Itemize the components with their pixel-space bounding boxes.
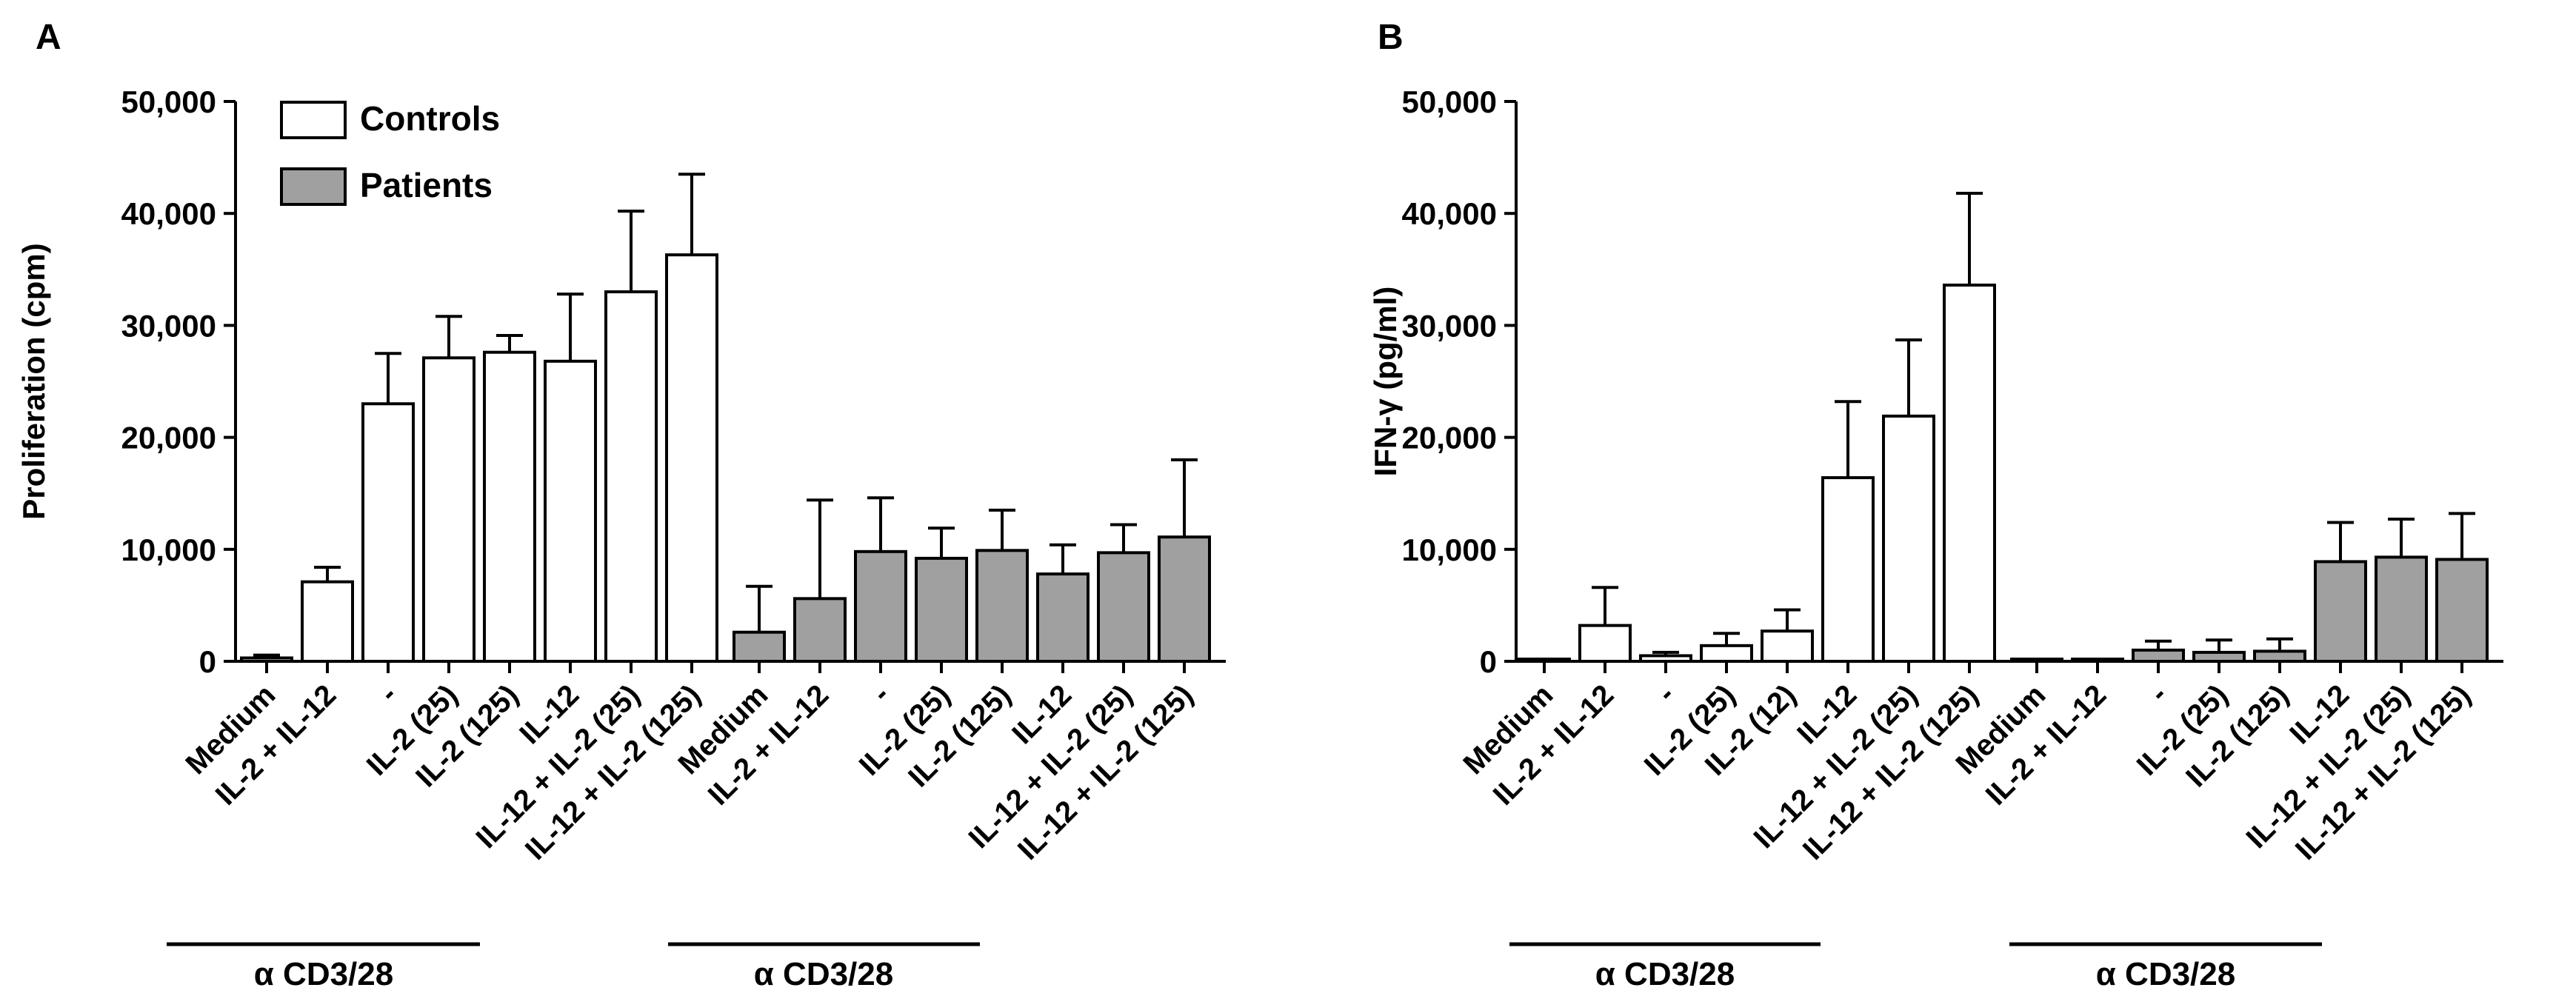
bar	[1821, 476, 1875, 663]
panel-a-chart: 0 10,000 20,000 30,000 40,000 50,000 Prolifera…	[16, 84, 1226, 992]
bar	[2071, 658, 2124, 663]
x-tick-label: -	[373, 678, 404, 709]
panel-label-b: B	[1378, 18, 1404, 57]
bar	[2314, 560, 2367, 663]
x-tick-label: -	[1651, 678, 1681, 709]
bar	[1518, 658, 1571, 663]
bar	[301, 580, 354, 664]
y-tick-label: 50,000	[1402, 84, 1497, 119]
bar	[1097, 551, 1150, 663]
group-label: α CD3/28	[254, 956, 393, 992]
x-tick-label: -	[2143, 678, 2174, 709]
y-tick-label: 20,000	[121, 421, 216, 455]
y-tick-label: 10,000	[121, 532, 216, 567]
bar	[422, 356, 476, 663]
y-tick-label: 0	[1480, 644, 1497, 679]
legend-label: Controls	[360, 99, 500, 138]
bar	[2132, 648, 2185, 664]
group-label: α CD3/28	[754, 956, 893, 992]
y-tick-label: 0	[199, 644, 216, 679]
bar	[483, 350, 536, 663]
bar	[544, 359, 597, 663]
bar	[915, 556, 968, 663]
bar	[975, 549, 1029, 664]
y-tick-label: 30,000	[1402, 308, 1497, 343]
legend-label: Patients	[360, 166, 493, 204]
y-tick-label: 30,000	[121, 308, 216, 343]
bar	[2253, 649, 2306, 664]
y-axis-label: IFN-γ (pg/ml)	[1368, 287, 1403, 477]
y-tick-label: 40,000	[1402, 196, 1497, 231]
y-tick-label: 50,000	[121, 84, 216, 119]
bar	[2192, 650, 2246, 663]
legend-swatch	[280, 167, 347, 206]
bar	[665, 253, 718, 664]
bar	[361, 402, 415, 663]
bar	[854, 549, 907, 663]
bar	[733, 630, 786, 663]
x-tick-label: -	[866, 678, 896, 709]
bar	[1578, 624, 1632, 664]
legend-swatch	[280, 101, 347, 139]
y-tick-label: 10,000	[1402, 532, 1497, 567]
legend: Controls Patients	[280, 99, 500, 206]
group-label: α CD3/28	[1595, 956, 1735, 992]
bar	[1882, 414, 1935, 663]
bar	[1761, 629, 1814, 664]
bar	[2435, 558, 2489, 664]
bar	[1943, 283, 1996, 663]
y-axis-label: Proliferation (cpm)	[16, 243, 51, 519]
bar	[2375, 555, 2428, 663]
panel-label-a: A	[36, 18, 61, 57]
bar	[1036, 572, 1090, 664]
bar	[1158, 535, 1211, 664]
y-tick-label: 40,000	[121, 196, 216, 231]
bar	[604, 290, 658, 663]
bar	[1700, 644, 1753, 663]
y-tick-label: 20,000	[1402, 421, 1497, 455]
bar	[793, 597, 847, 663]
bar	[240, 656, 293, 663]
group-label: α CD3/28	[2096, 956, 2235, 992]
bar	[2010, 658, 2063, 663]
bar	[1639, 654, 1692, 664]
panel-b-chart: 0 10,000 20,000 30,000 40,000 50,000 IFN-γ (pg…	[1368, 84, 2503, 992]
